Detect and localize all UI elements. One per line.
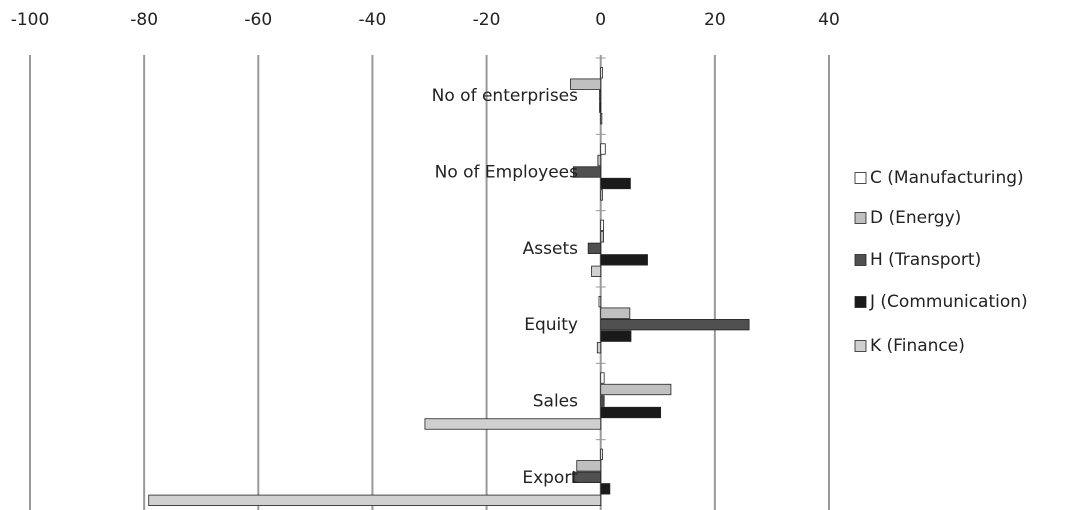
bar — [600, 219, 604, 231]
bar — [597, 154, 602, 167]
bar — [599, 101, 602, 113]
bar — [572, 166, 602, 178]
bar — [148, 494, 602, 506]
legend-swatch — [854, 296, 867, 308]
legend-swatch — [854, 172, 867, 184]
x-tick-label: 20 — [704, 10, 726, 30]
bar — [600, 254, 648, 266]
category-label: No of Employees — [435, 163, 579, 183]
legend-swatch — [854, 254, 867, 266]
bar — [591, 265, 602, 277]
legend-label: H (Transport) — [870, 250, 981, 270]
bar — [587, 242, 602, 254]
category-label: Equity — [524, 315, 578, 335]
bar — [600, 231, 604, 243]
x-tick-label: -60 — [244, 10, 272, 30]
x-tick-label: -100 — [11, 10, 50, 30]
legend-label: C (Manufacturing) — [870, 168, 1024, 188]
bar — [572, 471, 602, 483]
bar — [600, 372, 605, 384]
bar — [600, 143, 606, 155]
bar — [600, 177, 631, 190]
x-tick-label: -40 — [359, 10, 387, 30]
x-tick-label: 0 — [595, 10, 606, 30]
legend-label: K (Finance) — [870, 336, 965, 356]
bar — [600, 406, 662, 419]
bar — [600, 67, 603, 79]
bar — [600, 383, 672, 396]
bar — [600, 113, 603, 125]
bar — [600, 395, 605, 407]
bar — [600, 189, 603, 201]
bar — [596, 342, 602, 354]
bar — [424, 418, 602, 430]
bar — [576, 460, 602, 472]
bar — [599, 90, 602, 102]
category-label: No of enterprises — [432, 86, 578, 106]
legend-swatch — [854, 340, 867, 352]
bar — [600, 483, 611, 495]
bar — [600, 448, 603, 460]
legend-label: D (Energy) — [870, 208, 961, 228]
category-label: Export — [522, 468, 578, 488]
x-tick-label: -20 — [473, 10, 501, 30]
category-label: Assets — [523, 239, 578, 259]
bar — [600, 307, 631, 319]
bar — [598, 296, 602, 308]
legend-swatch — [854, 212, 867, 224]
bar — [600, 319, 750, 331]
x-tick-label: 40 — [818, 10, 840, 30]
bar — [570, 78, 602, 90]
x-tick-label: -80 — [130, 10, 158, 30]
bar — [600, 330, 632, 342]
legend-label: J (Communication) — [869, 292, 1028, 312]
category-label: Sales — [533, 392, 578, 412]
